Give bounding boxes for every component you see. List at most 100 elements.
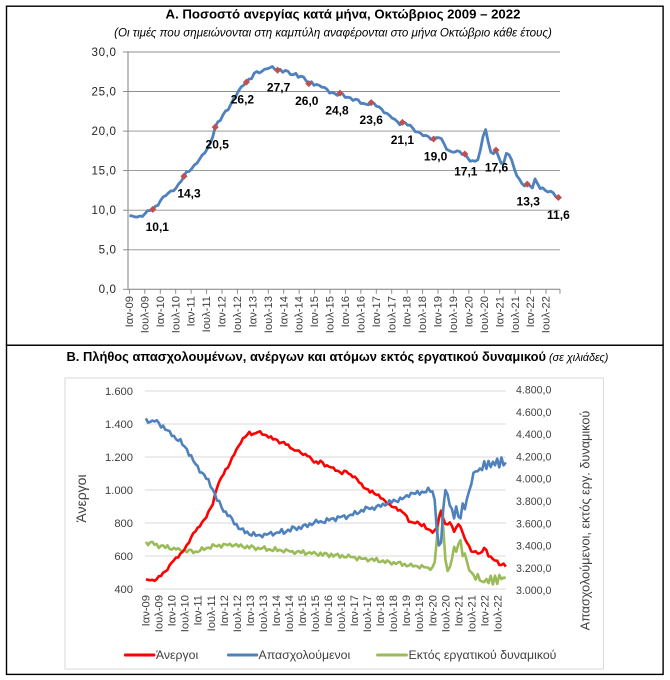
svg-text:800: 800	[114, 518, 133, 530]
svg-text:Ιουλ-19: Ιουλ-19	[414, 595, 426, 632]
svg-text:Ιαν-16: Ιαν-16	[323, 595, 335, 626]
svg-text:Ιαν-12: Ιαν-12	[219, 595, 231, 626]
svg-text:Ιαν-18: Ιαν-18	[402, 296, 414, 327]
svg-text:Ιουλ-11: Ιουλ-11	[201, 296, 213, 332]
svg-text:3.200,0: 3.200,0	[516, 563, 551, 575]
svg-text:Ιουλ-14: Ιουλ-14	[294, 296, 306, 333]
svg-text:Β. Πλήθος απασχολουμένων, ανέρ: Β. Πλήθος απασχολουμένων, ανέργων και ατ…	[67, 349, 609, 364]
svg-text:Ιαν-20: Ιαν-20	[427, 595, 439, 626]
svg-text:27,7: 27,7	[267, 81, 291, 95]
svg-text:Ιουλ-22: Ιουλ-22	[492, 595, 504, 632]
svg-text:Ιουλ-12: Ιουλ-12	[232, 296, 244, 333]
svg-text:14,3: 14,3	[177, 187, 201, 201]
svg-text:4.200,0: 4.200,0	[516, 451, 551, 463]
svg-text:Ιαν-10: Ιαν-10	[167, 595, 179, 626]
svg-text:Άνεργοι: Άνεργοι	[156, 648, 199, 662]
svg-text:Ιαν-13: Ιαν-13	[247, 296, 259, 327]
svg-text:1.600: 1.600	[105, 386, 133, 398]
svg-text:Ιουλ-16: Ιουλ-16	[336, 595, 348, 632]
svg-text:Ιαν-20: Ιαν-20	[464, 296, 476, 327]
svg-text:5,0: 5,0	[99, 244, 117, 257]
svg-text:Ιαν-17: Ιαν-17	[349, 595, 361, 626]
svg-text:Ιαν-17: Ιαν-17	[371, 296, 383, 327]
svg-text:Ιαν-11: Ιαν-11	[186, 296, 198, 327]
svg-text:Ιουλ-09: Ιουλ-09	[154, 595, 166, 632]
svg-text:Ιαν-22: Ιαν-22	[525, 296, 537, 327]
svg-text:30,0: 30,0	[92, 46, 117, 59]
svg-text:4.600,0: 4.600,0	[516, 407, 551, 419]
svg-text:26,0: 26,0	[295, 94, 319, 108]
svg-text:Ιουλ-18: Ιουλ-18	[417, 296, 429, 333]
svg-text:23,6: 23,6	[360, 113, 384, 127]
svg-text:4.800,0: 4.800,0	[516, 385, 551, 397]
svg-text:Ιουλ-13: Ιουλ-13	[258, 595, 270, 632]
svg-text:Ιαν-13: Ιαν-13	[245, 595, 257, 626]
svg-text:3.000,0: 3.000,0	[516, 585, 551, 597]
svg-text:1.000: 1.000	[105, 485, 133, 497]
svg-text:3.600,0: 3.600,0	[516, 518, 551, 530]
svg-text:17,6: 17,6	[485, 161, 509, 175]
svg-text:Ιαν-21: Ιαν-21	[494, 296, 506, 327]
svg-text:21,1: 21,1	[391, 133, 415, 147]
svg-text:Ιουλ-10: Ιουλ-10	[180, 595, 192, 632]
svg-text:13,3: 13,3	[517, 195, 541, 209]
svg-text:Ιουλ-09: Ιουλ-09	[139, 296, 151, 333]
svg-text:Ιουλ-16: Ιουλ-16	[356, 296, 368, 333]
svg-text:19,0: 19,0	[424, 150, 448, 164]
svg-text:Ιαν-11: Ιαν-11	[193, 595, 205, 626]
svg-text:Ιουλ-19: Ιουλ-19	[448, 296, 460, 333]
svg-text:Ιαν-22: Ιαν-22	[479, 595, 491, 626]
svg-text:400: 400	[114, 584, 133, 596]
svg-text:Απασχολούμενοι, εκτός εργ. δυν: Απασχολούμενοι, εκτός εργ. δυναμικού	[579, 411, 593, 631]
svg-text:20,0: 20,0	[92, 125, 117, 138]
svg-text:24,8: 24,8	[325, 104, 349, 118]
svg-text:Ιουλ-17: Ιουλ-17	[386, 296, 398, 333]
svg-text:26,2: 26,2	[231, 93, 255, 107]
svg-text:Ιαν-21: Ιαν-21	[453, 595, 465, 626]
svg-text:4.000,0: 4.000,0	[516, 474, 551, 486]
svg-text:3.800,0: 3.800,0	[516, 496, 551, 508]
svg-text:Ιαν-16: Ιαν-16	[340, 296, 352, 327]
svg-text:10,0: 10,0	[92, 204, 117, 217]
svg-text:Ιουλ-14: Ιουλ-14	[284, 595, 296, 632]
svg-text:1.200: 1.200	[105, 452, 133, 464]
svg-text:4.400,0: 4.400,0	[516, 429, 551, 441]
svg-text:Ιουλ-20: Ιουλ-20	[440, 595, 452, 632]
svg-text:Ιαν-18: Ιαν-18	[375, 595, 387, 626]
svg-text:Ιουλ-17: Ιουλ-17	[362, 595, 374, 632]
svg-text:Ιουλ-10: Ιουλ-10	[170, 296, 182, 333]
svg-text:Ιαν-19: Ιαν-19	[401, 595, 413, 626]
svg-text:Ιαν-14: Ιαν-14	[278, 296, 290, 327]
svg-text:Εκτός εργατικού δυναμικού: Εκτός εργατικού δυναμικού	[409, 648, 557, 662]
svg-text:25,0: 25,0	[92, 85, 117, 98]
svg-text:Ιουλ-20: Ιουλ-20	[479, 296, 491, 333]
svg-text:Ιαν-09: Ιαν-09	[124, 296, 136, 327]
svg-text:600: 600	[114, 551, 133, 563]
svg-text:1.400: 1.400	[105, 419, 133, 431]
svg-text:17,1: 17,1	[454, 165, 478, 179]
svg-text:Ιαν-14: Ιαν-14	[271, 595, 283, 626]
svg-text:Ιαν-09: Ιαν-09	[141, 595, 153, 626]
svg-text:Ιαν-15: Ιαν-15	[309, 296, 321, 327]
svg-text:Ιουλ-11: Ιουλ-11	[206, 595, 218, 631]
svg-text:Ιουλ-21: Ιουλ-21	[510, 296, 522, 333]
svg-text:Ιαν-15: Ιαν-15	[297, 595, 309, 626]
svg-text:20,5: 20,5	[206, 138, 230, 152]
svg-text:Ιουλ-21: Ιουλ-21	[466, 595, 478, 632]
svg-text:Ιουλ-13: Ιουλ-13	[263, 296, 275, 333]
svg-text:Α. Ποσοστό ανεργίας κατά μήνα,: Α. Ποσοστό ανεργίας κατά μήνα, Οκτώβριος…	[166, 7, 521, 22]
svg-text:0,0: 0,0	[99, 283, 117, 296]
svg-text:15,0: 15,0	[92, 164, 117, 177]
svg-text:Ιαν-10: Ιαν-10	[155, 296, 167, 327]
svg-text:Ιουλ-12: Ιουλ-12	[232, 595, 244, 632]
svg-text:(Οι τιμές που σημειώνονται στη: (Οι τιμές που σημειώνονται στη καμπύλη α…	[114, 27, 552, 40]
svg-text:10,1: 10,1	[146, 220, 170, 234]
svg-text:Ιουλ-15: Ιουλ-15	[310, 595, 322, 632]
svg-text:Ιαν-19: Ιαν-19	[433, 296, 445, 327]
svg-text:Άνεργοι: Άνεργοι	[73, 474, 89, 522]
svg-text:Ιαν-12: Ιαν-12	[217, 296, 229, 327]
svg-text:3.400,0: 3.400,0	[516, 541, 551, 553]
svg-text:11,6: 11,6	[547, 208, 570, 222]
svg-text:Ιουλ-18: Ιουλ-18	[388, 595, 400, 632]
svg-text:Απασχολούμενοι: Απασχολούμενοι	[259, 648, 351, 662]
